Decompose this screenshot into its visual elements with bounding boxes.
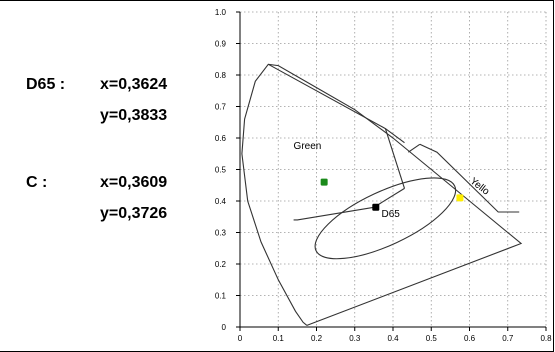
c-x-value: x=0,3609 — [100, 174, 168, 191]
c-label: C : — [26, 174, 48, 191]
y-tick-label: 0.4 — [215, 197, 227, 206]
c-y-value: y=0,3726 — [100, 205, 168, 222]
chart-shapes — [241, 63, 523, 326]
y-tick-label: 1.0 — [215, 8, 227, 17]
d65-label: D65 : — [26, 76, 66, 93]
d65-x-value: x=0,3624 — [100, 76, 168, 93]
data-point — [372, 203, 380, 211]
y-tick-label: 0.5 — [215, 166, 227, 175]
y-tick-label: 0.1 — [215, 292, 227, 301]
y-tick-label: 0.7 — [215, 103, 227, 112]
x-tick-label: 0.5 — [426, 334, 438, 343]
x-tick-label: 0 — [238, 334, 243, 343]
chart-ticks: 0 0.1 0.2 0.3 0.4 0.5 0.6 0.7 0.8 0 0.1 0.2 0.3 0.4 0.… — [215, 8, 552, 343]
data-point — [456, 194, 464, 202]
y-tick-label: 0.2 — [215, 260, 227, 269]
white-region-ellipse — [314, 177, 457, 260]
region-boundary — [419, 143, 520, 213]
data-point — [320, 178, 328, 186]
chart-annotation: Green — [294, 141, 322, 152]
x-tick-label: 0.3 — [349, 334, 361, 343]
x-tick-label: 0.8 — [540, 334, 552, 343]
chart-annotation: D65 — [382, 209, 401, 220]
d65-y-value: y=0,3833 — [100, 107, 168, 124]
chart-points — [320, 178, 464, 211]
y-tick-label: 0.9 — [215, 40, 227, 49]
spectral-locus — [241, 63, 523, 326]
y-tick-label: 0 — [222, 323, 227, 332]
chart-grid — [240, 11, 547, 327]
x-tick-label: 0.2 — [311, 334, 323, 343]
y-tick-label: 0.6 — [215, 134, 227, 143]
x-tick-label: 0.4 — [387, 334, 399, 343]
x-tick-label: 0.7 — [502, 334, 514, 343]
y-tick-label: 0.8 — [215, 71, 227, 80]
x-tick-label: 0.6 — [464, 334, 476, 343]
region-boundary — [407, 143, 421, 153]
region-boundary — [384, 128, 406, 189]
x-tick-label: 0.1 — [273, 334, 285, 343]
region-boundary — [373, 187, 405, 208]
y-tick-label: 0.3 — [215, 229, 227, 238]
region-boundary — [293, 206, 374, 221]
